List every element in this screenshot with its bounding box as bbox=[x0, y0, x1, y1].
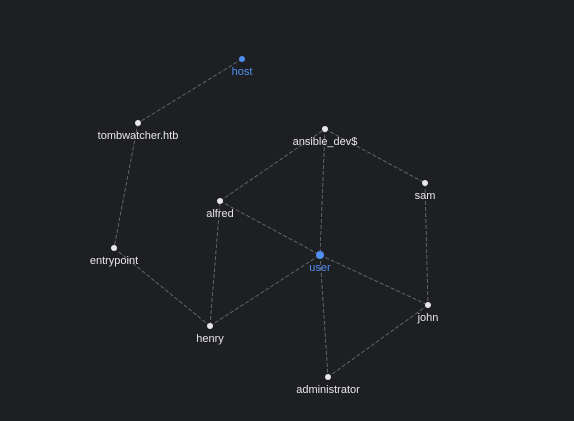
edge-user-administrator bbox=[319, 254, 329, 378]
node-label-tombwatcher: tombwatcher.htb bbox=[98, 130, 179, 142]
node-administrator[interactable]: administrator bbox=[296, 374, 360, 396]
edge-entrypoint-henry bbox=[113, 247, 211, 327]
edge-host-tombwatcher bbox=[137, 58, 243, 124]
node-sam[interactable]: sam bbox=[415, 180, 436, 202]
edge-alfred-user bbox=[219, 200, 321, 256]
edge-alfred-ansible_dev bbox=[219, 128, 326, 202]
node-john[interactable]: john bbox=[417, 302, 439, 324]
node-label-henry: henry bbox=[196, 333, 224, 345]
node-henry[interactable]: henry bbox=[196, 323, 224, 345]
node-ansible_dev[interactable]: ansible_dev$ bbox=[293, 126, 358, 148]
node-label-sam: sam bbox=[415, 190, 436, 202]
edges-layer bbox=[113, 58, 429, 378]
node-dot-alfred[interactable] bbox=[217, 198, 223, 204]
node-label-user: user bbox=[309, 262, 331, 274]
node-alfred[interactable]: alfred bbox=[206, 198, 234, 220]
nodes-layer: host tombwatcher.htb entrypoint henry alfred… bbox=[90, 56, 439, 396]
node-label-entrypoint: entrypoint bbox=[90, 255, 138, 267]
node-label-john: john bbox=[417, 312, 439, 324]
edge-john-administrator bbox=[327, 304, 429, 378]
edge-henry-user bbox=[209, 254, 321, 327]
node-dot-henry[interactable] bbox=[207, 323, 213, 329]
node-dot-tombwatcher[interactable] bbox=[135, 120, 141, 126]
node-user[interactable]: user bbox=[309, 251, 331, 274]
node-dot-ansible_dev[interactable] bbox=[322, 126, 328, 132]
node-label-host: host bbox=[232, 66, 253, 78]
node-host[interactable]: host bbox=[232, 56, 253, 78]
node-label-administrator: administrator bbox=[296, 384, 360, 396]
edge-henry-alfred bbox=[209, 200, 221, 327]
edge-sam-john bbox=[424, 182, 429, 306]
node-dot-sam[interactable] bbox=[422, 180, 428, 186]
node-dot-host[interactable] bbox=[239, 56, 245, 62]
edge-user-john bbox=[319, 254, 429, 306]
node-tombwatcher[interactable]: tombwatcher.htb bbox=[98, 120, 179, 142]
edge-ansible_dev-sam bbox=[324, 128, 426, 184]
edge-ansible_dev-user bbox=[319, 128, 326, 256]
node-dot-entrypoint[interactable] bbox=[111, 245, 117, 251]
node-label-alfred: alfred bbox=[206, 208, 234, 220]
edge-tombwatcher-entrypoint bbox=[113, 122, 139, 249]
node-dot-user[interactable] bbox=[316, 251, 324, 259]
node-dot-john[interactable] bbox=[425, 302, 431, 308]
node-label-ansible_dev: ansible_dev$ bbox=[293, 136, 358, 148]
node-dot-administrator[interactable] bbox=[325, 374, 331, 380]
node-entrypoint[interactable]: entrypoint bbox=[90, 245, 138, 267]
